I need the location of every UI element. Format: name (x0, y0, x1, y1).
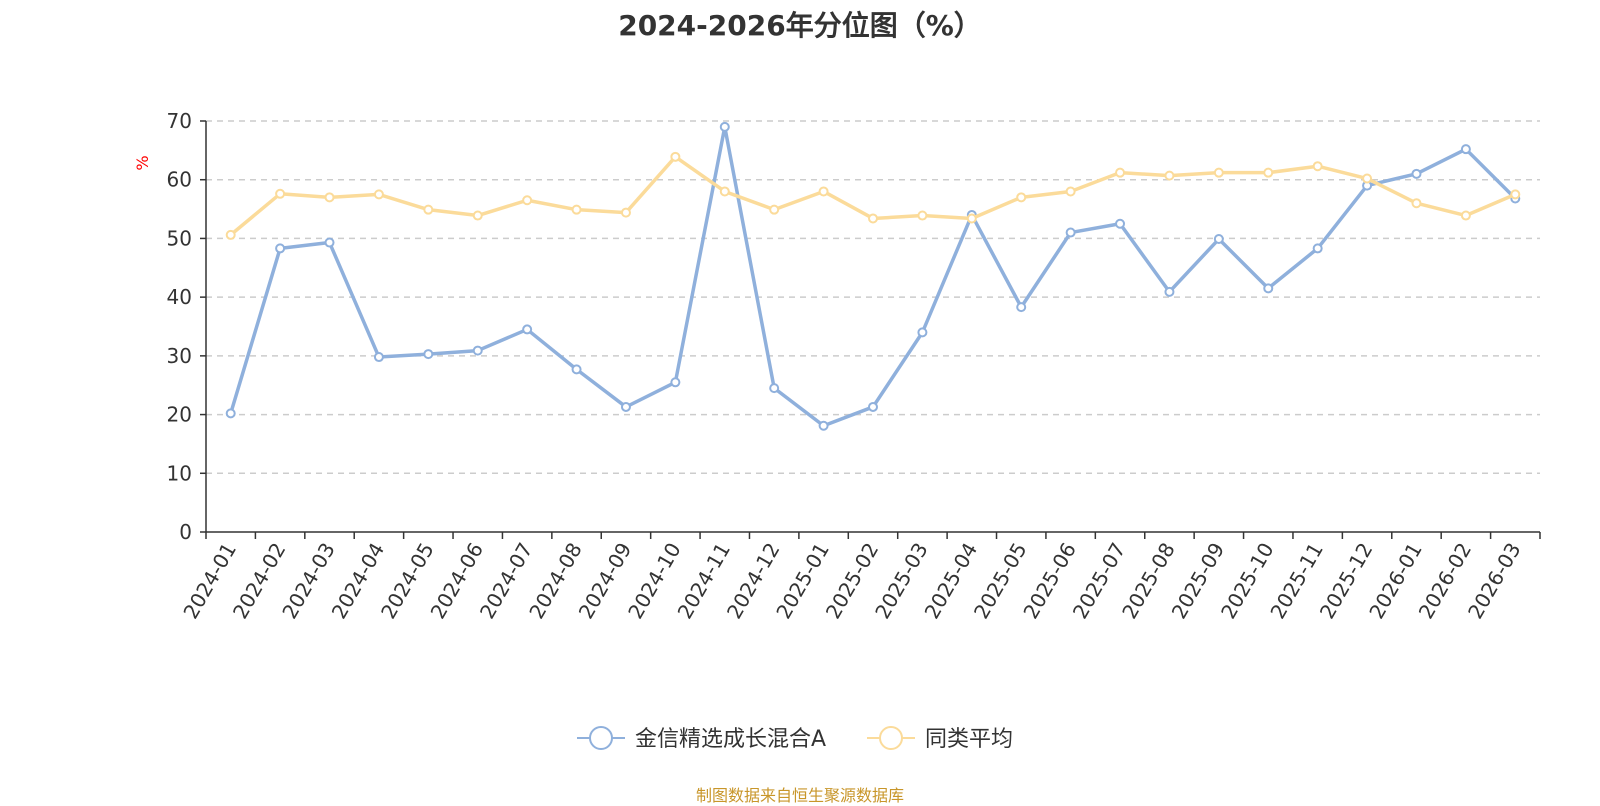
data-source-note: 制图数据来自恒生聚源数据库 (695, 786, 904, 805)
legend-item[interactable]: 金信精选成长混合A (577, 726, 826, 752)
y-axis-label: % (133, 155, 152, 170)
chart-title: 2024-2026年分位图（%） (618, 9, 982, 42)
data-point (1016, 302, 1027, 313)
data-point (868, 213, 878, 224)
data-point (769, 383, 780, 394)
axis-layer: 010203040506070%2024-012024-022024-03202… (133, 109, 1541, 623)
legend[interactable]: 金信精选成长混合A 同类平均 (577, 726, 1013, 752)
data-point (1411, 198, 1422, 209)
data-point (423, 349, 434, 360)
data-point (1510, 189, 1521, 200)
y-tick-label: 50 (167, 226, 192, 250)
data-point (670, 151, 681, 162)
data-point (571, 204, 582, 215)
data-point (225, 408, 236, 419)
data-point (719, 186, 730, 197)
data-point (1460, 210, 1471, 221)
data-point (324, 192, 335, 203)
y-tick-label: 40 (167, 285, 192, 309)
legend-marker-icon (879, 726, 903, 750)
legend-label: 同类平均 (925, 727, 1013, 752)
y-tick-label: 10 (167, 461, 192, 485)
y-tick-label: 0 (179, 520, 192, 544)
data-point (1411, 168, 1422, 179)
data-point (917, 210, 928, 221)
data-point (522, 195, 533, 206)
data-point (1164, 170, 1175, 181)
data-point (373, 189, 384, 200)
data-point (423, 204, 434, 215)
data-point (1312, 243, 1323, 254)
data-point (571, 364, 582, 375)
series-line (228, 125, 1518, 428)
data-point (522, 324, 533, 335)
legend-label: 金信精选成长混合A (635, 727, 826, 752)
legend-item[interactable]: 同类平均 (867, 726, 1013, 752)
data-point (818, 420, 829, 431)
series-1 (225, 121, 1521, 431)
y-tick-label: 30 (167, 344, 192, 368)
series-2 (225, 151, 1521, 240)
data-point (1115, 218, 1126, 229)
data-point (1065, 227, 1076, 238)
data-point (1362, 173, 1373, 184)
data-point (373, 352, 384, 363)
data-point (1263, 283, 1274, 294)
data-point (966, 213, 977, 224)
data-point (1213, 234, 1224, 245)
y-tick-label: 70 (167, 109, 192, 133)
data-point (620, 207, 631, 218)
legend-marker-icon (589, 726, 613, 750)
y-tick-label: 60 (167, 168, 192, 192)
y-tick-label: 20 (167, 403, 192, 427)
data-point (917, 327, 928, 338)
grid-layer (206, 120, 1540, 475)
data-point (818, 186, 829, 197)
data-point (1312, 161, 1323, 172)
data-point (324, 237, 335, 248)
data-point (1016, 192, 1027, 203)
data-point (472, 345, 483, 356)
data-point (1263, 167, 1274, 178)
data-point (275, 243, 286, 254)
data-point (1213, 167, 1224, 178)
series-layer (225, 121, 1521, 431)
data-point (670, 377, 681, 388)
data-point (1115, 167, 1126, 178)
data-point (1164, 286, 1175, 297)
data-point (225, 229, 236, 240)
data-point (620, 401, 631, 412)
data-point (868, 401, 878, 412)
data-point (719, 121, 730, 132)
data-point (1065, 186, 1076, 197)
data-point (1460, 144, 1471, 155)
data-point (769, 204, 780, 215)
data-point (275, 188, 286, 199)
data-point (472, 210, 483, 221)
